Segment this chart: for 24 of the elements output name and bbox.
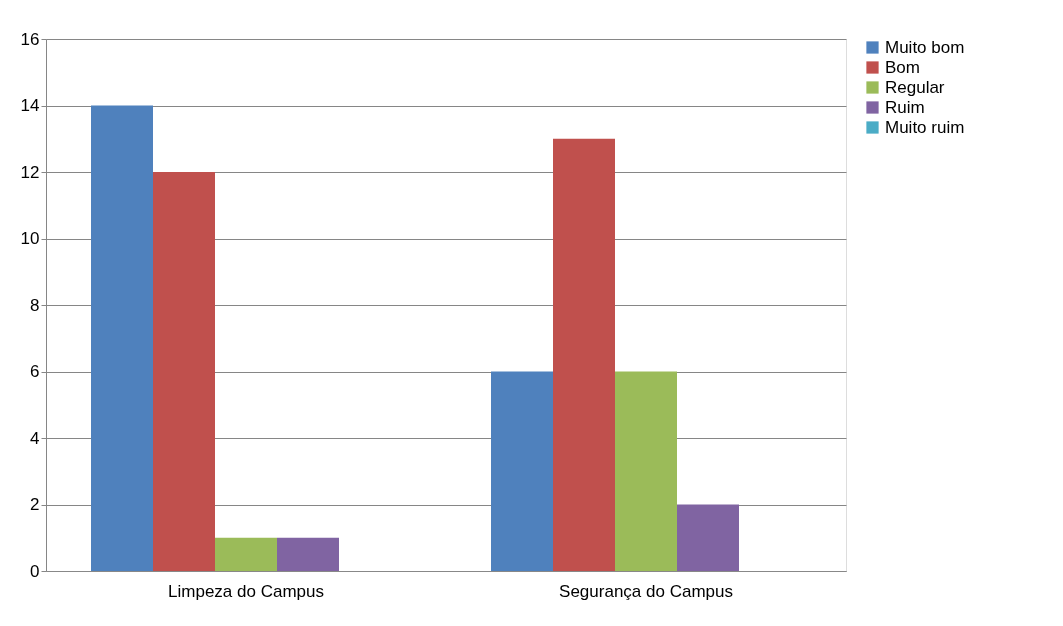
legend-label: Muito ruim [885, 117, 965, 137]
y-tick-label: 2 [30, 495, 40, 514]
legend-label: Bom [885, 57, 920, 77]
y-tick-label: 0 [30, 561, 40, 581]
bar [91, 105, 153, 571]
legend-label: Muito bom [885, 37, 965, 57]
y-tick-label: 8 [30, 295, 40, 315]
bar [153, 172, 215, 571]
x-tick-label: Limpeza do Campus [168, 581, 324, 601]
legend-label: Ruim [885, 97, 925, 117]
y-tick-label: 6 [30, 362, 40, 381]
bar [491, 371, 553, 571]
bar [277, 537, 339, 571]
legend-label: Regular [885, 77, 945, 97]
bar [677, 504, 739, 571]
bar [615, 371, 677, 571]
y-tick-label: 16 [20, 29, 40, 49]
y-tick-label: 12 [20, 162, 40, 182]
bar [553, 138, 615, 571]
y-tick-label: 14 [20, 96, 40, 115]
y-tick-label: 10 [20, 229, 40, 248]
y-tick-label: 4 [30, 428, 40, 448]
bar [215, 537, 277, 571]
x-tick-label: Segurança do Campus [559, 581, 733, 601]
